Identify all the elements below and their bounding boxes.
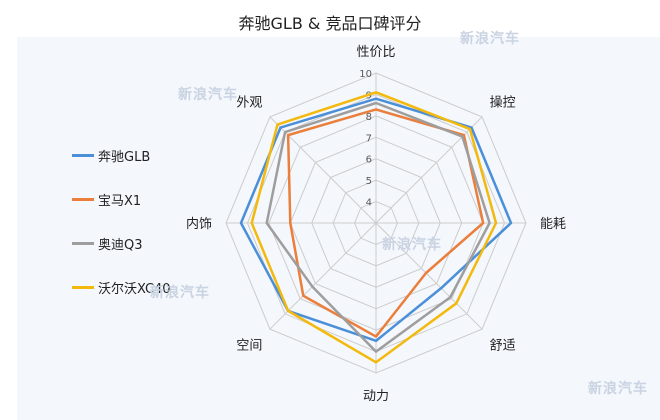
watermark: 新浪汽车 [460,31,520,47]
legend-label: 奔驰GLB [98,149,151,165]
legend-swatch [72,153,94,157]
legend-label: 沃尔沃XC40 [98,281,171,297]
axis-label: 性价比 [356,45,395,60]
legend-swatch [72,241,94,245]
tick-label: 6 [366,155,372,166]
radar-spokes [226,73,526,373]
series-line-2 [265,101,491,353]
tick-label: 8 [366,112,372,123]
tick-label: 5 [366,176,372,187]
plot-area [17,37,660,420]
legend-swatch [72,197,94,201]
watermark: 新浪汽车 [178,87,238,103]
watermark: 新浪汽车 [150,285,210,301]
radar-series [239,91,513,364]
axis-label: 舒适 [490,339,516,354]
chart-title: 奔驰GLB & 竞品口碑评分 [238,14,422,33]
watermark: 新浪汽车 [382,237,442,253]
watermark: 新浪汽车 [588,381,648,397]
axis-label: 外观 [236,95,262,110]
legend: 奔驰GLB 宝马X1 奥迪Q3 沃尔沃XC40 [72,148,171,324]
legend-item-xc40: 沃尔沃XC40 [72,280,171,297]
axis-label: 能耗 [540,217,566,232]
axis-label: 内饰 [186,216,212,232]
tick-label: 4 [366,198,372,209]
axis-label: 空间 [236,339,262,354]
legend-item-x1: 宝马X1 [72,192,171,209]
legend-swatch [72,285,94,289]
legend-label: 宝马X1 [98,193,142,209]
spoke [375,116,483,224]
tick-label: 7 [366,133,372,144]
series-line-3 [250,91,498,364]
spoke [269,222,377,330]
legend-item-q3: 奥迪Q3 [72,236,171,253]
tick-label: 10 [359,69,372,80]
spoke [375,222,483,330]
legend-item-glb: 奔驰GLB [72,148,171,165]
legend-label: 奥迪Q3 [98,237,143,253]
axis-label: 动力 [363,389,389,404]
axis-label: 操控 [490,94,516,110]
